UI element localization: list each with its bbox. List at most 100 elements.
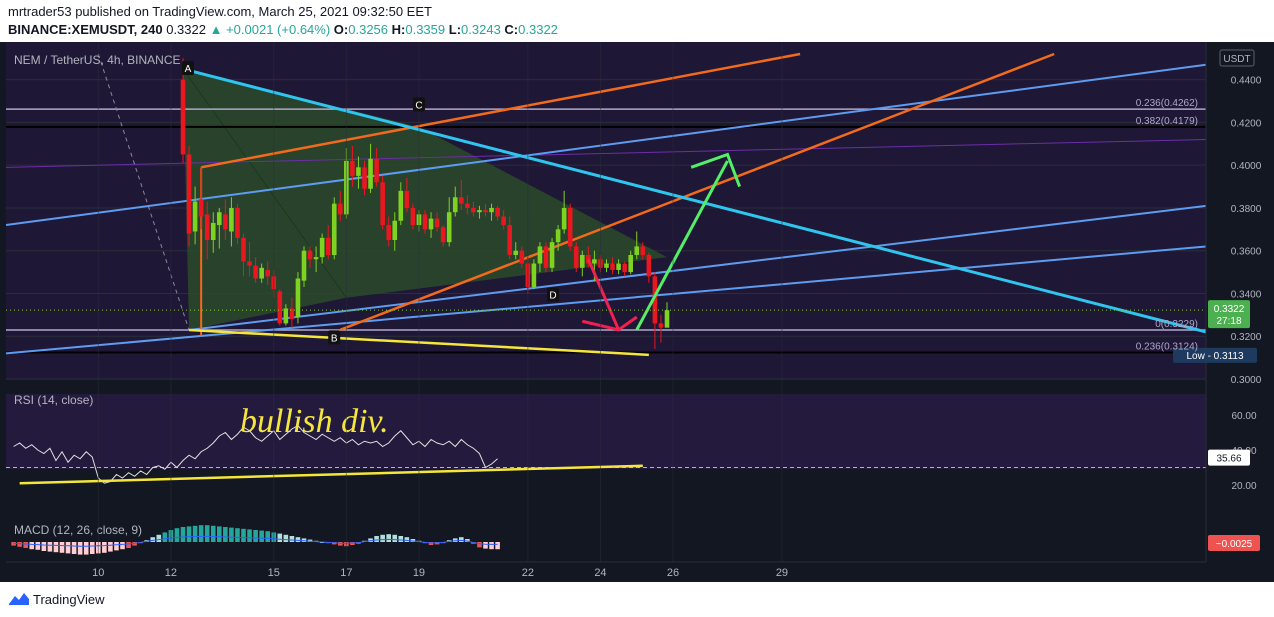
macd-value-box	[1208, 535, 1260, 551]
macd-bar	[398, 536, 404, 542]
candle-body	[519, 250, 525, 264]
green-arrowhead	[690, 152, 742, 188]
macd-bar	[483, 542, 488, 549]
candle-body	[241, 237, 246, 262]
publish-info: mrtrader53 published on TradingView.com,…	[8, 4, 432, 19]
candle-body	[664, 310, 670, 328]
macd-bar	[174, 528, 180, 542]
candle-body	[204, 214, 210, 241]
macd-bar	[241, 528, 246, 542]
macd-bar	[459, 537, 464, 542]
open-label: O:	[333, 22, 349, 37]
macd-bar	[477, 542, 482, 548]
macd-bar	[392, 534, 398, 542]
candle-body	[374, 158, 379, 183]
currency-box	[1219, 49, 1255, 67]
candle-body	[531, 263, 537, 288]
rsi-divergence-line	[19, 464, 643, 485]
macd-bar	[289, 536, 295, 542]
rsi-value-label: 35.66	[1216, 454, 1241, 465]
time-tick: 22	[522, 567, 534, 579]
tradingview-logo-icon	[9, 593, 29, 605]
candle-body	[301, 250, 307, 281]
pattern-point-box	[182, 60, 194, 75]
candle-body	[398, 190, 404, 221]
candle-body	[604, 263, 609, 268]
macd-bar	[11, 542, 16, 546]
macd-bar	[295, 537, 301, 542]
countdown-label: 27:18	[1216, 316, 1241, 327]
candle-body	[313, 257, 319, 260]
macd-bar	[59, 542, 65, 553]
orange-channel-lower	[339, 52, 1055, 331]
candle-body	[325, 237, 331, 255]
macd-value-label: −0.0025	[1216, 539, 1253, 550]
blue-channel-mid	[188, 204, 1206, 332]
green-arrow	[635, 160, 729, 331]
open-value: 0.3256	[348, 22, 389, 37]
high-label: H:	[391, 22, 406, 37]
red-arrowhead	[581, 315, 638, 332]
price-tick: 0.3600	[1231, 247, 1262, 258]
triangle-diagonal	[182, 68, 347, 299]
macd-bar	[180, 527, 186, 542]
macd-bar	[35, 542, 41, 550]
macd-bar	[186, 526, 192, 542]
macd-bar	[77, 542, 83, 555]
candle-body	[307, 250, 313, 260]
candle-body	[247, 261, 252, 266]
candle-body	[452, 197, 458, 213]
candle-body	[186, 154, 192, 234]
macd-bar	[210, 525, 216, 542]
macd-bar	[368, 538, 373, 542]
candle-body	[658, 323, 664, 328]
candle-body	[634, 246, 640, 255]
chart-panel[interactable]: RSI (14, close) bullish div. MACD (12, 26…	[0, 42, 1274, 582]
symbol-info: BINANCE:XEMUSDT, 240 0.3322 ▲ +0.0021 (+…	[8, 22, 558, 37]
macd-bar	[41, 542, 47, 551]
candle-body	[537, 246, 543, 264]
macd-bar	[102, 542, 107, 553]
candle-body	[543, 246, 549, 268]
candle-body	[331, 203, 337, 255]
candle-body	[356, 167, 361, 176]
macd-bar	[217, 526, 222, 542]
macd-bar	[47, 542, 53, 552]
rsi-tick: 60.00	[1231, 411, 1256, 422]
macd-bar	[23, 542, 28, 548]
candle-body	[434, 218, 440, 228]
candle-body	[652, 276, 658, 324]
chart-canvas[interactable]: RSI (14, close) bullish div. MACD (12, 26…	[0, 42, 1274, 582]
candle-body	[616, 263, 621, 270]
time-tick: 29	[776, 567, 788, 579]
macd-bar	[265, 531, 270, 542]
macd-label: MACD (12, 26, close, 9)	[14, 523, 142, 537]
chart-title: NEM / TetherUS, 4h, BINANCE	[14, 53, 181, 67]
macd-bar	[108, 542, 113, 552]
candle-body	[350, 160, 355, 176]
pattern-point-label: A	[185, 64, 192, 75]
rsi-band	[6, 394, 1206, 469]
macd-bar	[235, 528, 240, 542]
fib-label: 0.382(0.4179)	[1136, 116, 1198, 127]
candle-body	[477, 210, 482, 213]
price-tick: 0.3800	[1231, 204, 1262, 215]
candle-body	[507, 225, 512, 255]
pattern-point-box	[547, 287, 560, 302]
macd-bar	[223, 527, 228, 542]
fib-label: 0.236(0.4262)	[1136, 98, 1198, 109]
candle-body	[253, 265, 258, 279]
time-tick: 10	[92, 567, 104, 579]
candle-body	[223, 214, 228, 230]
candle-body	[192, 201, 198, 232]
low-label: Low - 0.3113	[1186, 351, 1244, 362]
candle-body	[283, 308, 289, 324]
candle-body	[229, 207, 234, 232]
macd-bar	[489, 542, 494, 550]
macd-bar	[301, 538, 307, 542]
macd-bar	[83, 542, 89, 555]
last-price: 0.3322	[166, 22, 206, 37]
candle-body	[265, 269, 270, 277]
macd-bar	[162, 532, 168, 542]
candle-body	[180, 79, 186, 155]
